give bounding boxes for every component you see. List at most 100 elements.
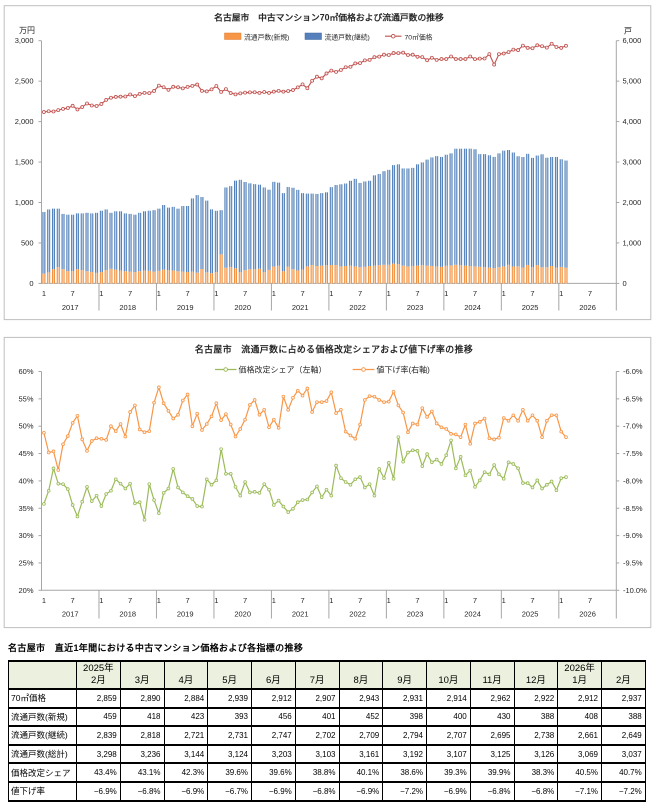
svg-text:50%: 50% xyxy=(18,422,33,431)
svg-text:2019: 2019 xyxy=(177,609,194,618)
svg-text:-7.0%: -7.0% xyxy=(623,422,643,431)
svg-text:1: 1 xyxy=(559,596,563,605)
svg-text:1: 1 xyxy=(157,289,161,298)
svg-text:25%: 25% xyxy=(18,558,33,567)
svg-text:2021: 2021 xyxy=(292,303,309,312)
svg-text:35%: 35% xyxy=(18,504,33,513)
svg-text:7: 7 xyxy=(243,289,247,298)
svg-text:7: 7 xyxy=(358,596,362,605)
svg-text:1: 1 xyxy=(387,289,391,298)
svg-text:45%: 45% xyxy=(18,449,33,458)
svg-text:1: 1 xyxy=(99,596,103,605)
svg-text:5,000: 5,000 xyxy=(623,77,642,86)
svg-text:20%: 20% xyxy=(18,586,33,595)
svg-text:2024: 2024 xyxy=(464,303,481,312)
svg-text:2022: 2022 xyxy=(349,609,366,618)
svg-text:7: 7 xyxy=(300,289,304,298)
svg-text:2023: 2023 xyxy=(407,609,424,618)
svg-text:名古屋市 流通戸数に占める価格改定シェアおよび値下げ率の推移: 名古屋市 流通戸数に占める価格改定シェアおよび値下げ率の推移 xyxy=(195,344,473,355)
svg-text:7: 7 xyxy=(71,289,75,298)
svg-text:1: 1 xyxy=(42,289,46,298)
svg-text:7: 7 xyxy=(243,596,247,605)
svg-text:2017: 2017 xyxy=(62,609,79,618)
svg-text:7: 7 xyxy=(128,289,132,298)
svg-text:1: 1 xyxy=(272,289,276,298)
svg-text:1: 1 xyxy=(42,596,46,605)
svg-text:価格改定シェア（左軸）: 価格改定シェア（左軸） xyxy=(239,365,327,375)
svg-text:1: 1 xyxy=(99,289,103,298)
svg-text:2025: 2025 xyxy=(522,609,539,618)
svg-text:2018: 2018 xyxy=(119,303,136,312)
svg-text:1: 1 xyxy=(444,596,448,605)
svg-text:2,000: 2,000 xyxy=(15,117,34,126)
svg-text:7: 7 xyxy=(71,596,75,605)
svg-text:7: 7 xyxy=(128,596,132,605)
svg-text:2020: 2020 xyxy=(234,609,251,618)
svg-text:1: 1 xyxy=(387,596,391,605)
svg-text:30%: 30% xyxy=(18,531,33,540)
svg-text:7: 7 xyxy=(300,596,304,605)
svg-text:1: 1 xyxy=(214,596,218,605)
svg-text:500: 500 xyxy=(21,238,34,247)
svg-text:2017: 2017 xyxy=(62,303,79,312)
svg-text:流通戸数(継続): 流通戸数(継続) xyxy=(325,32,370,41)
svg-text:7: 7 xyxy=(358,289,362,298)
svg-text:万円: 万円 xyxy=(19,26,35,35)
svg-text:値下げ率(右軸): 値下げ率(右軸) xyxy=(377,365,431,375)
svg-text:3,000: 3,000 xyxy=(15,36,34,45)
svg-text:2024: 2024 xyxy=(464,609,481,618)
svg-text:2020: 2020 xyxy=(234,303,251,312)
svg-text:70㎡価格: 70㎡価格 xyxy=(405,32,433,41)
svg-text:1: 1 xyxy=(272,596,276,605)
svg-text:0: 0 xyxy=(29,279,33,288)
svg-text:-8.5%: -8.5% xyxy=(623,504,643,513)
svg-text:-8.0%: -8.0% xyxy=(623,476,643,485)
svg-text:2018: 2018 xyxy=(119,609,136,618)
svg-text:-9.0%: -9.0% xyxy=(623,531,643,540)
svg-text:1: 1 xyxy=(502,596,506,605)
svg-text:2023: 2023 xyxy=(407,303,424,312)
svg-text:2025: 2025 xyxy=(522,303,539,312)
svg-text:6,000: 6,000 xyxy=(623,36,642,45)
svg-text:戸: 戸 xyxy=(624,27,632,36)
svg-text:7: 7 xyxy=(186,289,190,298)
svg-text:-6.5%: -6.5% xyxy=(623,394,643,403)
svg-text:0: 0 xyxy=(623,279,627,288)
svg-text:1: 1 xyxy=(157,596,161,605)
svg-text:55%: 55% xyxy=(18,394,33,403)
svg-text:名古屋市 中古マンション70㎡価格および流通戸数の推移: 名古屋市 中古マンション70㎡価格および流通戸数の推移 xyxy=(214,12,444,23)
svg-text:1: 1 xyxy=(214,289,218,298)
svg-text:7: 7 xyxy=(186,596,190,605)
svg-text:7: 7 xyxy=(415,289,419,298)
svg-text:1,000: 1,000 xyxy=(15,198,34,207)
svg-text:2,000: 2,000 xyxy=(623,198,642,207)
svg-text:1,500: 1,500 xyxy=(15,158,34,167)
svg-text:1: 1 xyxy=(329,289,333,298)
svg-text:7: 7 xyxy=(473,289,477,298)
svg-text:7: 7 xyxy=(530,596,534,605)
svg-text:2026: 2026 xyxy=(579,303,596,312)
svg-text:1: 1 xyxy=(444,289,448,298)
svg-text:2022: 2022 xyxy=(349,303,366,312)
svg-text:2026: 2026 xyxy=(579,609,596,618)
svg-text:-7.5%: -7.5% xyxy=(623,449,643,458)
svg-text:1: 1 xyxy=(502,289,506,298)
svg-text:2019: 2019 xyxy=(177,303,194,312)
svg-text:7: 7 xyxy=(588,289,592,298)
svg-text:7: 7 xyxy=(473,596,477,605)
svg-text:-6.0%: -6.0% xyxy=(623,367,643,376)
svg-text:1: 1 xyxy=(329,596,333,605)
svg-text:-9.5%: -9.5% xyxy=(623,558,643,567)
svg-text:40%: 40% xyxy=(18,476,33,485)
svg-text:流通戸数(新規): 流通戸数(新規) xyxy=(244,32,289,41)
svg-text:-10.0%: -10.0% xyxy=(623,586,647,595)
svg-text:7: 7 xyxy=(415,596,419,605)
svg-text:4,000: 4,000 xyxy=(623,117,642,126)
svg-text:1,000: 1,000 xyxy=(623,238,642,247)
svg-text:2021: 2021 xyxy=(292,609,309,618)
svg-text:7: 7 xyxy=(588,596,592,605)
svg-text:3,000: 3,000 xyxy=(623,158,642,167)
svg-text:2,500: 2,500 xyxy=(15,77,34,86)
svg-text:60%: 60% xyxy=(18,367,33,376)
svg-text:7: 7 xyxy=(530,289,534,298)
